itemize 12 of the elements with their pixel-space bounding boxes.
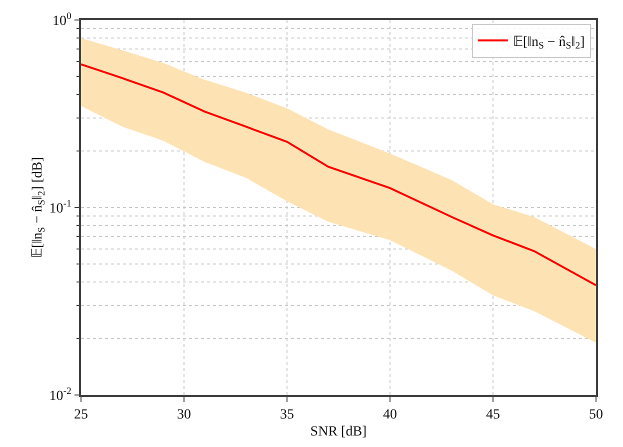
x-tick-label: 50 bbox=[589, 408, 603, 423]
legend-label: 𝔼[‖n$_{S}$ − n̂$_{S}$‖$_{2}$] bbox=[512, 34, 585, 52]
y-tick-label: 10$^{-2}$ bbox=[49, 386, 72, 404]
x-axis-title: SNR [dB] bbox=[310, 424, 367, 440]
x-tick-label: 35 bbox=[280, 408, 294, 423]
x-tick-label: 30 bbox=[177, 408, 191, 423]
line-series bbox=[81, 63, 596, 286]
x-tick-label: 25 bbox=[74, 408, 88, 423]
x-tick-label: 40 bbox=[383, 408, 397, 423]
x-tick-label: 45 bbox=[486, 408, 500, 423]
y-tick-label: 10$^{0}$ bbox=[52, 11, 72, 29]
y-tick-label: 10$^{-1}$ bbox=[49, 198, 72, 216]
